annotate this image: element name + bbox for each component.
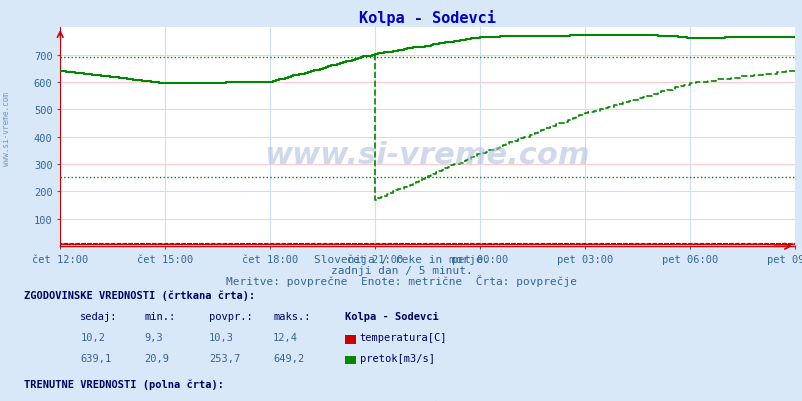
Text: sedaj:: sedaj: — [80, 400, 118, 401]
Text: 20,9: 20,9 — [144, 353, 169, 363]
Text: 253,7: 253,7 — [209, 353, 240, 363]
Text: 10,2: 10,2 — [80, 332, 105, 342]
Text: Kolpa - Sodevci: Kolpa - Sodevci — [345, 400, 439, 401]
Text: Kolpa - Sodevci: Kolpa - Sodevci — [345, 312, 439, 322]
Text: maks.:: maks.: — [273, 400, 310, 401]
Text: povpr.:: povpr.: — [209, 312, 252, 322]
Text: 10,3: 10,3 — [209, 332, 233, 342]
Text: pretok[m3/s]: pretok[m3/s] — [359, 353, 434, 363]
Text: 12,4: 12,4 — [273, 332, 298, 342]
Text: 639,1: 639,1 — [80, 353, 111, 363]
Text: temperatura[C]: temperatura[C] — [359, 332, 447, 342]
Text: 649,2: 649,2 — [273, 353, 304, 363]
Text: min.:: min.: — [144, 400, 176, 401]
Text: 9,3: 9,3 — [144, 332, 163, 342]
Text: www.si-vreme.com: www.si-vreme.com — [265, 140, 589, 169]
Text: sedaj:: sedaj: — [80, 312, 118, 322]
Text: ZGODOVINSKE VREDNOSTI (črtkana črta):: ZGODOVINSKE VREDNOSTI (črtkana črta): — [24, 290, 255, 301]
Text: povpr.:: povpr.: — [209, 400, 252, 401]
Text: Meritve: povprečne  Enote: metrične  Črta: povprečje: Meritve: povprečne Enote: metrične Črta:… — [225, 274, 577, 286]
Text: www.si-vreme.com: www.si-vreme.com — [2, 91, 11, 165]
Text: Slovenija / reke in morje.: Slovenija / reke in morje. — [314, 255, 488, 265]
Text: zadnji dan / 5 minut.: zadnji dan / 5 minut. — [330, 265, 472, 275]
Text: min.:: min.: — [144, 312, 176, 322]
Text: TRENUTNE VREDNOSTI (polna črta):: TRENUTNE VREDNOSTI (polna črta): — [24, 379, 224, 389]
Text: maks.:: maks.: — [273, 312, 310, 322]
Title: Kolpa - Sodevci: Kolpa - Sodevci — [358, 10, 496, 26]
